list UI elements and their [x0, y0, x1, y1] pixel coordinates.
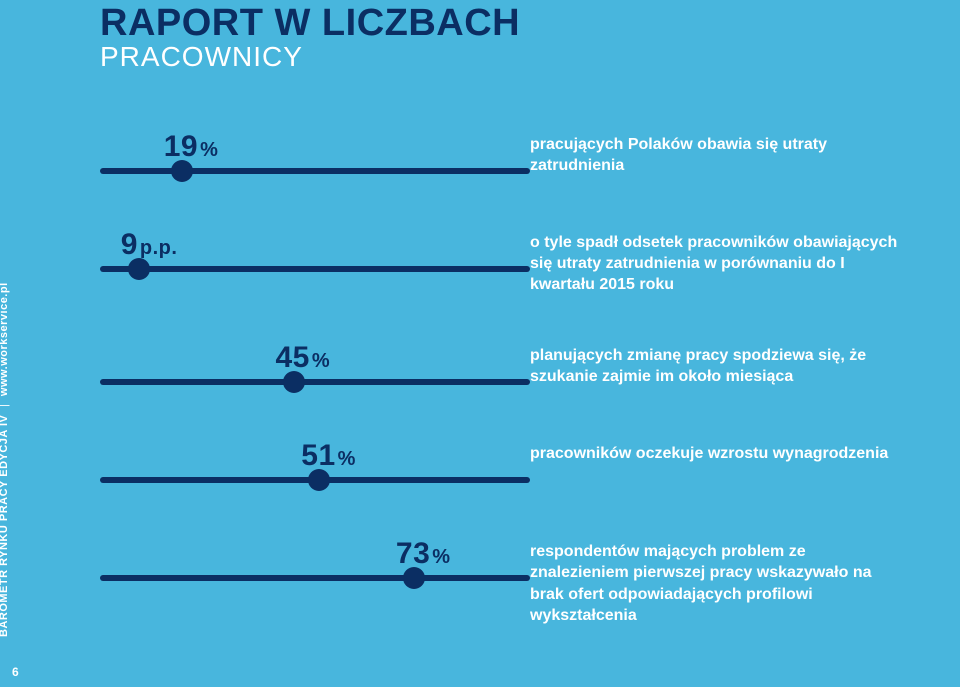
- stat-value: 19: [164, 130, 198, 163]
- stat-row: 45% planujących zmianę pracy spodziewa s…: [100, 341, 900, 393]
- stat-unit: p.p.: [140, 237, 178, 259]
- stat-label: 9p.p.: [121, 228, 530, 262]
- stat-value: 45: [276, 341, 310, 374]
- slider-track: [100, 575, 530, 581]
- title-block: RAPORT W LICZBACH PRACOWNICY: [100, 2, 520, 73]
- slider-track: [100, 379, 530, 385]
- slider-bar: [100, 575, 530, 589]
- side-label: BAROMETR RYNKU PRACY EDYCJA IV | www.wor…: [0, 282, 10, 637]
- slider-track: [100, 168, 530, 174]
- stat-label: 51%: [301, 439, 530, 473]
- slider-knob: [128, 258, 150, 280]
- stat-row: 51% pracowników oczekuje wzrostu wynagro…: [100, 439, 900, 491]
- stat-description: planujących zmianę pracy spodziewa się, …: [530, 341, 900, 387]
- stat-unit: %: [312, 350, 330, 372]
- slider-bar: [100, 379, 530, 393]
- stat-bar-col: 51%: [100, 439, 530, 491]
- page-number: 6: [12, 665, 19, 679]
- stat-description: pracujących Polaków obawia się utraty za…: [530, 130, 900, 176]
- stat-row: 73% respondentów mających problem ze zna…: [100, 537, 900, 625]
- side-label-url: www.workservice.pl: [0, 282, 10, 396]
- stat-bar-col: 19%: [100, 130, 530, 182]
- stat-value: 51: [301, 439, 335, 472]
- stat-description: respondentów mających problem ze znalezi…: [530, 537, 900, 625]
- slider-knob: [403, 567, 425, 589]
- stat-row: 19% pracujących Polaków obawia się utrat…: [100, 130, 900, 182]
- stat-description: pracowników oczekuje wzrostu wynagrodzen…: [530, 439, 900, 464]
- stat-value: 9: [121, 228, 138, 261]
- slider-bar: [100, 266, 530, 280]
- slider-bar: [100, 168, 530, 182]
- stat-unit: %: [432, 546, 450, 568]
- stat-label: 45%: [276, 341, 531, 375]
- stat-unit: %: [338, 448, 356, 470]
- title-sub: PRACOWNICY: [100, 41, 520, 73]
- stat-row: 9p.p. o tyle spadł odsetek pracowników o…: [100, 228, 900, 295]
- stat-label: 73%: [396, 537, 530, 571]
- side-label-sep: |: [0, 404, 10, 407]
- stat-label: 19%: [164, 130, 530, 164]
- stat-bar-col: 45%: [100, 341, 530, 393]
- stat-bar-col: 73%: [100, 537, 530, 589]
- slider-knob: [171, 160, 193, 182]
- stat-unit: %: [200, 139, 218, 161]
- stat-bar-col: 9p.p.: [100, 228, 530, 280]
- slider-track: [100, 266, 530, 272]
- side-label-bold: BAROMETR RYNKU PRACY EDYCJA IV: [0, 415, 10, 637]
- stat-description: o tyle spadł odsetek pracowników obawiaj…: [530, 228, 900, 295]
- slider-knob: [308, 469, 330, 491]
- stat-value: 73: [396, 537, 430, 570]
- slider-bar: [100, 477, 530, 491]
- infographic-page: BAROMETR RYNKU PRACY EDYCJA IV | www.wor…: [0, 0, 960, 687]
- slider-knob: [283, 371, 305, 393]
- rows-container: 19% pracujących Polaków obawia się utrat…: [100, 130, 900, 672]
- title-main: RAPORT W LICZBACH: [100, 2, 520, 45]
